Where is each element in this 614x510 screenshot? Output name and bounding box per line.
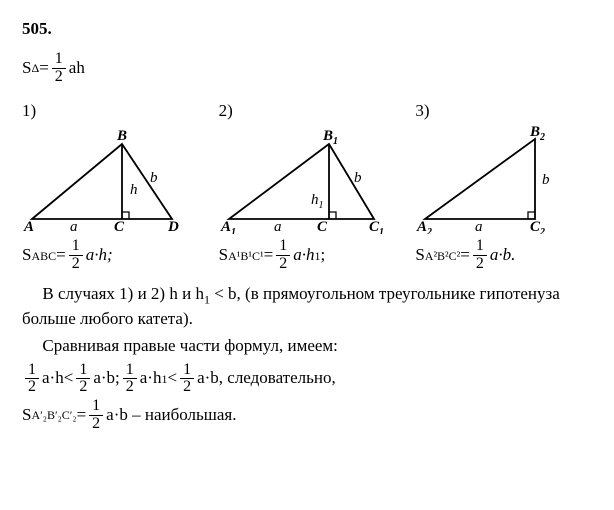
main-frac: 1 2 <box>52 51 66 86</box>
triangle-figure: B A D Ca hb <box>22 124 192 234</box>
figure-label: A2 <box>416 219 432 234</box>
c-d3: 2 <box>123 379 137 396</box>
main-frac-num: 1 <box>52 51 66 68</box>
p1a: В случаях 1) и 2) h и h <box>42 284 204 303</box>
pf-rhs: a·h <box>293 244 314 267</box>
final: SA′₂B′₂C′₂ = 12 a·b – наибольшая. <box>22 398 592 433</box>
figure-label: C <box>114 219 125 234</box>
pf-rhs: a·h; <box>86 244 113 267</box>
c-t4: a·b, следовательно, <box>197 367 336 390</box>
pf-eq: = <box>56 244 66 267</box>
pf-frac: 12 <box>473 238 487 273</box>
triangle-figure: B2 A2 C2 a b <box>415 124 565 234</box>
body-text: В случаях 1) и 2) h и h1 < b, (в прямоуг… <box>22 283 592 433</box>
c-n1: 1 <box>25 362 39 379</box>
figure-label: D <box>167 219 179 234</box>
main-frac-den: 2 <box>52 69 66 86</box>
pf-frac: 12 <box>276 238 290 273</box>
chain: 12 a·h < 12 a·b; 12 a·h1 < 12 a·b, следо… <box>22 362 592 397</box>
c-lt2: < <box>167 367 177 390</box>
figure-label: A <box>23 219 34 234</box>
c-t3: a·h <box>140 367 162 390</box>
figure-label: b <box>150 170 158 186</box>
figure-label: A1 <box>220 219 236 234</box>
c-n3: 1 <box>123 362 137 379</box>
c-t1: a·h <box>42 367 64 390</box>
f-lhs: S <box>22 404 31 427</box>
f-d: 2 <box>89 416 103 433</box>
pf-lhs: S <box>219 244 228 267</box>
main-formula: SΔ = 1 2 ah <box>22 51 592 86</box>
c-d2: 2 <box>76 379 90 396</box>
panel-2: 2)B1A1CC1ah1bSA¹B¹C¹ = 12a·h1; <box>219 100 396 274</box>
f-n: 1 <box>89 398 103 415</box>
figure-label: B <box>116 128 127 144</box>
pf-sub: ABC <box>31 248 56 264</box>
figure-label: C <box>317 219 328 234</box>
figure-label: h1 <box>311 192 324 211</box>
figure-label: a <box>274 219 282 234</box>
main-lhs-sub: Δ <box>31 60 39 76</box>
pf-eq: = <box>264 244 274 267</box>
figure-label: C1 <box>369 219 384 234</box>
c-d4: 2 <box>180 379 194 396</box>
pf-eq: = <box>460 244 470 267</box>
c-n4: 1 <box>180 362 194 379</box>
main-eq: = <box>39 57 49 80</box>
panel-label: 2) <box>219 100 396 123</box>
pf-sub: A²B²C² <box>425 248 460 264</box>
figure-label: B2 <box>529 124 545 143</box>
triangle-figure: B1A1CC1ah1b <box>219 124 389 234</box>
panel-3: 3)B2 A2 C2 a b SA²B²C² = 12a·b. <box>415 100 592 274</box>
figure-label: a <box>475 219 483 234</box>
f-sub: A′₂B′₂C′₂ <box>31 407 76 423</box>
c-lt1: < <box>64 367 74 390</box>
f-eq: = <box>77 404 87 427</box>
panels: 1)BADCahbSABC = 12a·h;2)B1A1CC1ah1bSA¹B¹… <box>22 100 592 274</box>
heading: 505. <box>22 18 592 41</box>
panel-formula: SA²B²C² = 12a·b. <box>415 238 592 273</box>
figure-label: h <box>130 182 138 198</box>
main-rhs: ah <box>69 57 85 80</box>
pf-lhs: S <box>22 244 31 267</box>
c-d1: 2 <box>25 379 39 396</box>
pf-lhs: S <box>415 244 424 267</box>
figure-label: C2 <box>530 219 545 234</box>
pf-rhs-post: ; <box>320 244 325 267</box>
pf-frac: 12 <box>69 238 83 273</box>
c-t2: a·b; <box>93 367 119 390</box>
body-p1: В случаях 1) и 2) h и h1 < b, (в прямоуг… <box>22 283 592 331</box>
c-n2: 1 <box>76 362 90 379</box>
panel-1: 1) B A D Ca hb SABC = 12a·h; <box>22 100 199 274</box>
panel-label: 3) <box>415 100 592 123</box>
panel-formula: SABC = 12a·h; <box>22 238 199 273</box>
panel-formula: SA¹B¹C¹ = 12a·h1; <box>219 238 396 273</box>
panel-label: 1) <box>22 100 199 123</box>
pf-sub: A¹B¹C¹ <box>228 248 263 264</box>
figure-label: a <box>70 219 78 234</box>
main-lhs: S <box>22 57 31 80</box>
figure-label: b <box>542 172 550 188</box>
figure-label: b <box>354 170 362 186</box>
pf-rhs: a·b. <box>490 244 516 267</box>
body-p2: Сравнивая правые части формул, имеем: <box>22 335 592 358</box>
f-rhs: a·b – наибольшая. <box>106 404 236 427</box>
